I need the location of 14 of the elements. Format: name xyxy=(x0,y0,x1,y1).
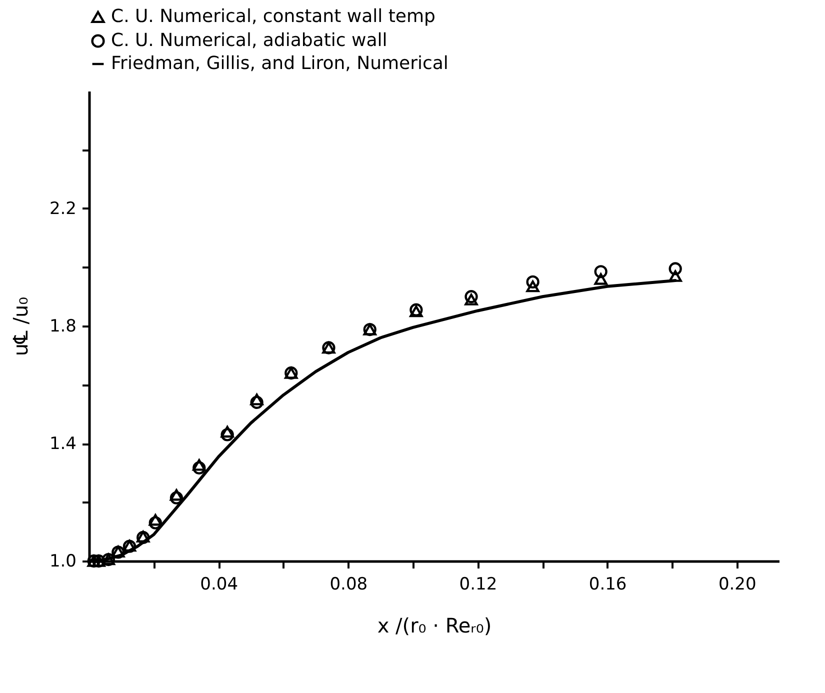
x-tick-label: 0.16 xyxy=(588,574,627,594)
y-axis-title: u℄ /u₀ xyxy=(8,296,32,356)
x-tick-label: 0.04 xyxy=(200,574,238,594)
x-axis-title: x /(r₀ · Reᵣ₀) xyxy=(377,614,492,638)
y-tick-label: 2.2 xyxy=(49,199,76,219)
y-tick-label: 1.8 xyxy=(49,316,76,336)
y-tick-label: 1.0 xyxy=(49,552,76,572)
x-tick-label: 0.20 xyxy=(718,574,756,594)
x-tick-label: 0.12 xyxy=(459,574,498,594)
legend-label: Friedman, Gillis, and Liron, Numerical xyxy=(111,53,448,74)
y-tick-label: 1.4 xyxy=(49,434,76,454)
legend-label: C. U. Numerical, constant wall temp xyxy=(111,6,436,27)
legend-label: C. U. Numerical, adiabatic wall xyxy=(111,30,388,51)
x-tick-label: 0.08 xyxy=(330,574,368,594)
